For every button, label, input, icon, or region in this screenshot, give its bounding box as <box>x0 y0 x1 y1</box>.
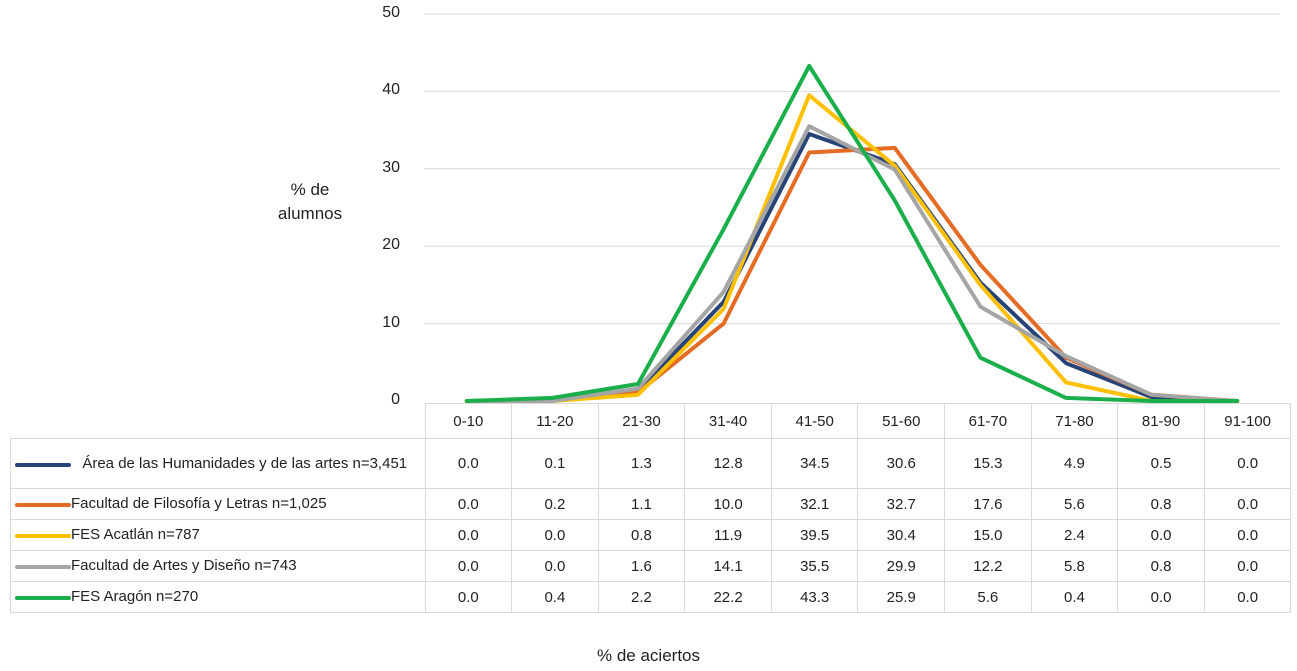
x-tick-label: 71-80 <box>1030 403 1119 439</box>
table-corner <box>10 403 426 439</box>
x-axis-label: % de aciertos <box>597 646 700 665</box>
data-label: 32.1 <box>770 488 859 520</box>
data-label: 35.5 <box>770 550 859 582</box>
legend-label: FES Aragón n=270 <box>71 588 199 605</box>
data-label: 0.0 <box>1203 519 1292 551</box>
data-label: 30.4 <box>857 519 946 551</box>
data-label: 0.4 <box>1030 581 1119 613</box>
series-line-4 <box>464 124 1240 403</box>
data-label: 15.3 <box>944 438 1032 489</box>
y-tick-label: 40 <box>382 81 400 99</box>
data-label: 5.6 <box>944 581 1032 613</box>
data-label: 32.7 <box>857 488 946 520</box>
data-label: 43.3 <box>770 581 859 613</box>
data-label: 0.0 <box>424 488 513 520</box>
x-tick-label: 0-10 <box>424 403 513 439</box>
data-label: 0.0 <box>424 438 513 489</box>
data-label: 30.6 <box>857 438 946 489</box>
data-label: 39.5 <box>770 519 859 551</box>
data-label: 11.9 <box>684 519 772 551</box>
x-tick-label: 41-50 <box>770 403 859 439</box>
table-row: FES Acatlán n=787 0.0 0.0 0.8 11.9 39.5 30.4 15… <box>10 519 1292 551</box>
data-label: 15.0 <box>944 519 1032 551</box>
data-label: 5.6 <box>1030 488 1119 520</box>
data-label: 34.5 <box>770 438 859 489</box>
data-label: 0.5 <box>1117 438 1205 489</box>
data-label: 10.0 <box>684 488 772 520</box>
series-line-5 <box>464 63 1240 403</box>
legend-entry: Facultad de Artes y Diseño n=743 <box>10 550 426 582</box>
data-label: 0.0 <box>1203 488 1292 520</box>
x-tick-label: 11-20 <box>511 403 599 439</box>
data-label: 0.0 <box>424 550 513 582</box>
legend-swatch <box>15 503 71 507</box>
x-tick-label: 61-70 <box>944 403 1032 439</box>
y-axis-label: % de alumnos <box>277 180 343 223</box>
data-label: 17.6 <box>944 488 1032 520</box>
legend-entry: FES Aragón n=270 <box>10 581 426 613</box>
data-label: 2.2 <box>597 581 686 613</box>
y-tick-label: 50 <box>382 4 400 21</box>
data-table: 0-10 11-20 21-30 31-40 41-50 51-60 61-70 71-80 8… <box>10 403 1292 613</box>
legend-label: FES Acatlán n=787 <box>71 526 200 543</box>
data-label: 1.6 <box>597 550 686 582</box>
data-label: 0.0 <box>1203 438 1292 489</box>
series-line-2 <box>464 145 1240 403</box>
data-label: 2.4 <box>1030 519 1119 551</box>
data-label: 22.2 <box>684 581 772 613</box>
y-tick-label: 10 <box>382 313 400 331</box>
legend-entry: Área de las Humanidades y de las artes n… <box>10 438 426 489</box>
series-line-3 <box>464 93 1240 403</box>
table-row: Facultad de Artes y Diseño n=743 0.0 0.0 1.… <box>10 550 1292 582</box>
x-tick-label: 81-90 <box>1117 403 1205 439</box>
data-label: 0.4 <box>511 581 599 613</box>
legend-entry: Facultad de Filosofía y Letras n=1,025 <box>10 488 426 520</box>
legend-swatch <box>15 596 71 600</box>
legend-entry: FES Acatlán n=787 <box>10 519 426 551</box>
data-label: 0.0 <box>1203 581 1292 613</box>
x-tick-label: 21-30 <box>597 403 686 439</box>
data-label: 12.8 <box>684 438 772 489</box>
data-label: 0.0 <box>424 581 513 613</box>
series-line-1 <box>464 132 1240 403</box>
table-row: FES Aragón n=270 0.0 0.4 2.2 22.2 43.3 25.9 5.6… <box>10 581 1292 613</box>
legend-swatch <box>15 462 71 467</box>
data-label: 12.2 <box>944 550 1032 582</box>
data-label: 0.2 <box>511 488 599 520</box>
data-label: 0.8 <box>1117 550 1205 582</box>
data-label: 0.0 <box>511 550 599 582</box>
y-tick-label: 0 <box>391 391 400 408</box>
legend-label: Área de las Humanidades y de las artes n… <box>82 454 408 472</box>
data-label: 0.8 <box>597 519 686 551</box>
table-row: Área de las Humanidades y de las artes n… <box>10 438 1292 489</box>
table-row: Facultad de Filosofía y Letras n=1,025 0.… <box>10 488 1292 520</box>
data-label: 0.8 <box>1117 488 1205 520</box>
data-label: 1.1 <box>597 488 686 520</box>
y-tick-label: 30 <box>382 158 400 176</box>
data-label: 0.0 <box>1117 519 1205 551</box>
data-label: 0.0 <box>1117 581 1205 613</box>
y-tick-label: 20 <box>382 236 400 254</box>
data-label: 25.9 <box>857 581 946 613</box>
data-label: 0.1 <box>511 438 599 489</box>
data-label: 5.8 <box>1030 550 1119 582</box>
data-label: 0.0 <box>1203 550 1292 582</box>
data-label: 29.9 <box>857 550 946 582</box>
data-label: 4.9 <box>1030 438 1119 489</box>
data-label: 0.0 <box>511 519 599 551</box>
x-tick-label: 51-60 <box>857 403 946 439</box>
x-tick-label: 31-40 <box>684 403 772 439</box>
table-header-row: 0-10 11-20 21-30 31-40 41-50 51-60 61-70 71-80 8… <box>10 403 1292 439</box>
legend-swatch <box>15 565 71 569</box>
data-label: 0.0 <box>424 519 513 551</box>
x-tick-label: 91-100 <box>1203 403 1292 439</box>
data-label: 14.1 <box>684 550 772 582</box>
legend-label: Facultad de Filosofía y Letras n=1,025 <box>71 495 327 512</box>
legend-swatch <box>15 534 71 538</box>
data-label: 1.3 <box>597 438 686 489</box>
legend-label: Facultad de Artes y Diseño n=743 <box>71 557 297 574</box>
